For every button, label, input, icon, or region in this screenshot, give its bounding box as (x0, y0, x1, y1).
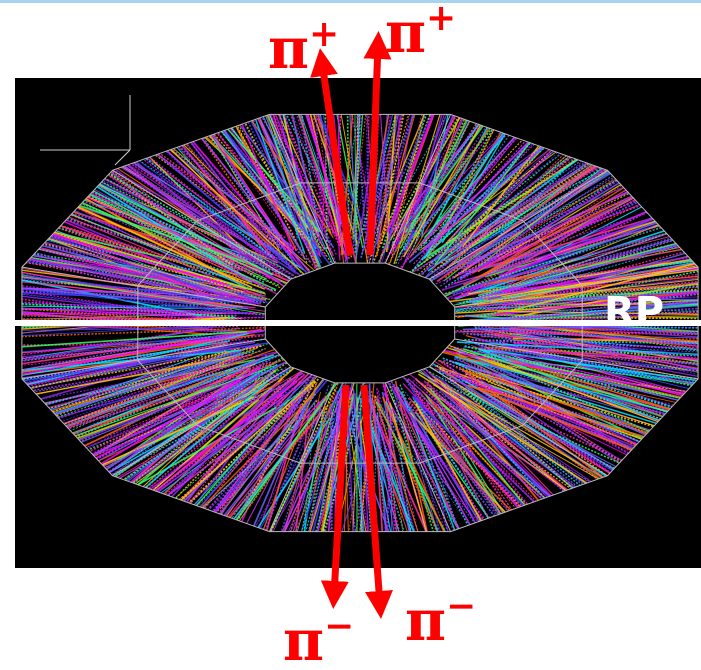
pion-label: π− (405, 585, 476, 654)
pion-label: π+ (385, 0, 456, 66)
top-border (0, 0, 701, 3)
pion-label: π− (283, 605, 354, 670)
rp-label: RP (604, 289, 664, 335)
event-display: RP π+ π+ π− π− (0, 0, 701, 670)
pion-label: π+ (268, 13, 339, 82)
reaction-plane (0, 320, 701, 326)
